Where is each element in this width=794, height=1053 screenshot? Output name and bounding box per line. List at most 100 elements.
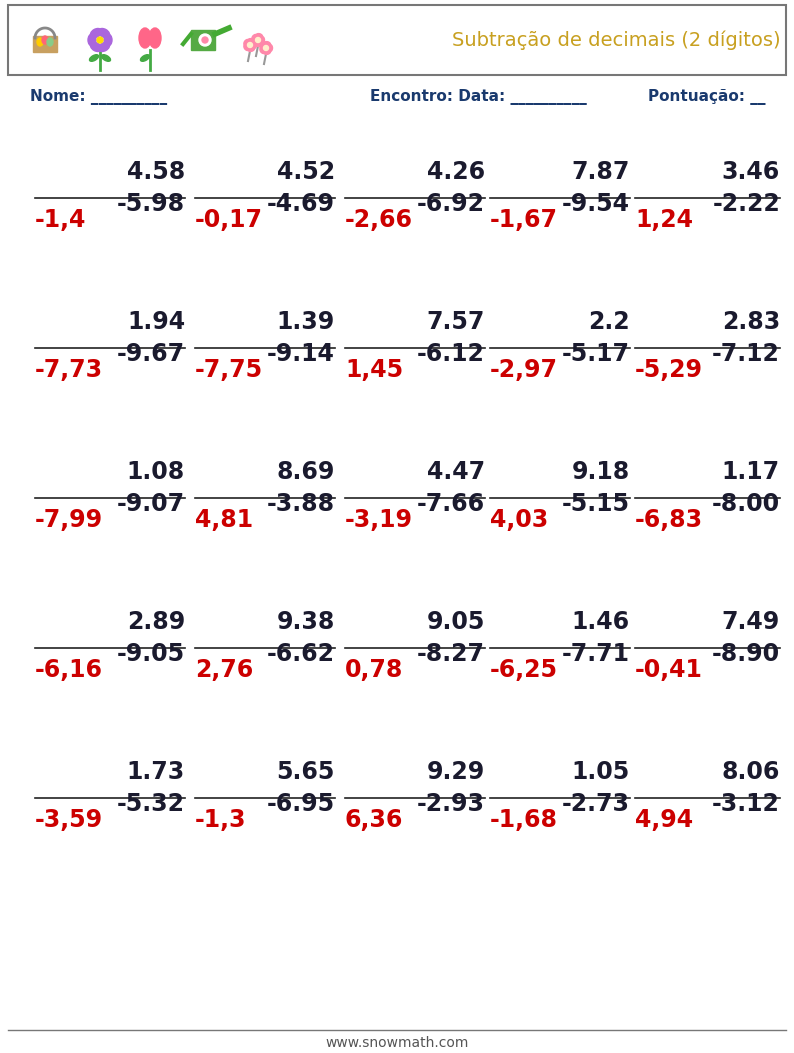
Text: 1,45: 1,45: [345, 358, 403, 382]
Ellipse shape: [256, 41, 263, 46]
Text: -0,41: -0,41: [635, 658, 703, 682]
Text: 4.52: 4.52: [277, 160, 335, 184]
Ellipse shape: [264, 49, 271, 55]
Text: 9.18: 9.18: [572, 460, 630, 484]
Text: -5,29: -5,29: [635, 358, 703, 382]
Circle shape: [202, 37, 208, 43]
Text: 1.73: 1.73: [127, 760, 185, 784]
Circle shape: [264, 45, 268, 51]
Text: 1.39: 1.39: [277, 310, 335, 334]
Text: 1.46: 1.46: [572, 610, 630, 634]
Ellipse shape: [88, 34, 96, 46]
Bar: [8, 5, 786, 75]
Text: -7,75: -7,75: [195, 358, 263, 382]
Ellipse shape: [141, 55, 149, 61]
Ellipse shape: [260, 42, 266, 48]
Ellipse shape: [264, 41, 271, 46]
Text: 9.29: 9.29: [426, 760, 485, 784]
Text: -7.12: -7.12: [712, 342, 780, 366]
Text: -6,16: -6,16: [35, 658, 103, 682]
Text: 4,94: 4,94: [635, 808, 693, 832]
Text: 1.05: 1.05: [572, 760, 630, 784]
Text: 4,81: 4,81: [195, 508, 253, 532]
Text: 3.46: 3.46: [722, 160, 780, 184]
Text: -5.98: -5.98: [117, 192, 185, 216]
Ellipse shape: [98, 42, 110, 52]
Text: -7.66: -7.66: [417, 492, 485, 516]
Text: -3.88: -3.88: [267, 492, 335, 516]
Text: -9.14: -9.14: [267, 342, 335, 366]
Text: -6.12: -6.12: [417, 342, 485, 366]
Text: 2.83: 2.83: [722, 310, 780, 334]
Circle shape: [256, 38, 260, 42]
Text: -2,66: -2,66: [345, 208, 413, 232]
Text: 4.26: 4.26: [427, 160, 485, 184]
Text: 2.2: 2.2: [588, 310, 630, 334]
Text: -3.12: -3.12: [712, 792, 780, 816]
Ellipse shape: [47, 38, 53, 46]
Text: -5.15: -5.15: [562, 492, 630, 516]
Text: 4.47: 4.47: [427, 460, 485, 484]
Text: 5.65: 5.65: [276, 760, 335, 784]
Bar: [191, 29, 215, 49]
Text: 1.94: 1.94: [127, 310, 185, 334]
Text: 0,78: 0,78: [345, 658, 403, 682]
Ellipse shape: [139, 28, 151, 48]
Ellipse shape: [268, 44, 272, 52]
Circle shape: [248, 42, 252, 47]
Text: -1,3: -1,3: [195, 808, 246, 832]
Text: -3,19: -3,19: [345, 508, 413, 532]
Text: -5.17: -5.17: [562, 342, 630, 366]
Text: -2,97: -2,97: [490, 358, 558, 382]
Text: 7.49: 7.49: [722, 610, 780, 634]
Text: 1.17: 1.17: [722, 460, 780, 484]
Ellipse shape: [248, 39, 255, 44]
Text: -1,4: -1,4: [35, 208, 87, 232]
Text: 8.06: 8.06: [722, 760, 780, 784]
Text: Subtração de decimais (2 dígitos): Subtração de decimais (2 dígitos): [453, 31, 781, 49]
Ellipse shape: [248, 46, 255, 52]
Text: -6.92: -6.92: [417, 192, 485, 216]
Text: -7,99: -7,99: [35, 508, 103, 532]
Text: -6,25: -6,25: [490, 658, 558, 682]
Ellipse shape: [252, 41, 256, 48]
Text: Pontuação: __: Pontuação: __: [648, 90, 765, 105]
Text: -3,59: -3,59: [35, 808, 103, 832]
Text: 1.08: 1.08: [127, 460, 185, 484]
Text: -0,17: -0,17: [195, 208, 263, 232]
Circle shape: [199, 34, 211, 46]
Text: -9.07: -9.07: [117, 492, 185, 516]
Ellipse shape: [42, 36, 48, 44]
Text: 8.69: 8.69: [276, 460, 335, 484]
Ellipse shape: [149, 28, 161, 48]
Text: 9.05: 9.05: [426, 610, 485, 634]
Text: 2.89: 2.89: [127, 610, 185, 634]
Text: -5.32: -5.32: [117, 792, 185, 816]
Ellipse shape: [104, 34, 112, 46]
Text: -6.95: -6.95: [267, 792, 335, 816]
Ellipse shape: [256, 34, 263, 39]
Text: 7.57: 7.57: [426, 310, 485, 334]
Bar: [33, 36, 57, 52]
Text: Encontro: Data: __________: Encontro: Data: __________: [370, 90, 587, 105]
Text: 4.58: 4.58: [127, 160, 185, 184]
Text: -8.27: -8.27: [417, 642, 485, 665]
Ellipse shape: [260, 37, 264, 43]
Text: -9.54: -9.54: [562, 192, 630, 216]
Ellipse shape: [91, 28, 102, 38]
Text: -6.62: -6.62: [267, 642, 335, 665]
Ellipse shape: [102, 55, 110, 61]
Text: -2.93: -2.93: [417, 792, 485, 816]
Text: 2,76: 2,76: [195, 658, 253, 682]
Text: -2.73: -2.73: [562, 792, 630, 816]
Ellipse shape: [98, 28, 110, 38]
Text: -4.69: -4.69: [267, 192, 335, 216]
Text: -7.71: -7.71: [562, 642, 630, 665]
Text: Nome: __________: Nome: __________: [30, 90, 167, 105]
Text: www.snowmath.com: www.snowmath.com: [326, 1036, 468, 1050]
Circle shape: [97, 37, 103, 43]
Ellipse shape: [90, 55, 98, 61]
Text: -2.22: -2.22: [712, 192, 780, 216]
Ellipse shape: [37, 38, 43, 46]
Text: 4,03: 4,03: [490, 508, 548, 532]
